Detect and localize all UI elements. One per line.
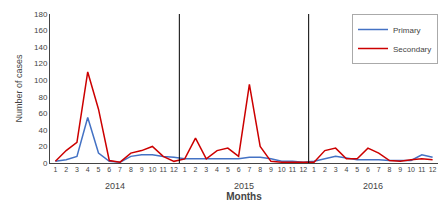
svg-text:12: 12 [170,166,178,173]
svg-text:11: 11 [289,166,296,173]
svg-text:5: 5 [355,166,359,173]
svg-text:4: 4 [215,166,219,173]
svg-text:120: 120 [34,59,48,68]
svg-text:1: 1 [312,166,316,173]
svg-text:9: 9 [398,166,402,173]
svg-text:7: 7 [247,166,251,173]
svg-text:5: 5 [97,166,101,173]
svg-text:60: 60 [38,109,47,118]
svg-text:7: 7 [377,166,381,173]
svg-text:180: 180 [34,10,48,19]
svg-text:3: 3 [75,166,79,173]
svg-text:6: 6 [237,166,241,173]
svg-text:Secondary: Secondary [393,45,431,54]
svg-text:9: 9 [140,166,144,173]
svg-text:2016: 2016 [363,181,383,191]
svg-text:0: 0 [43,159,48,168]
svg-text:40: 40 [38,126,47,135]
svg-text:8: 8 [129,166,133,173]
svg-text:2014: 2014 [105,181,125,191]
svg-text:4: 4 [86,166,90,173]
svg-text:11: 11 [160,166,167,173]
svg-text:Months: Months [226,191,262,202]
svg-text:1: 1 [53,166,57,173]
svg-text:2015: 2015 [234,181,254,191]
svg-text:9: 9 [269,166,273,173]
svg-text:1: 1 [183,166,187,173]
svg-text:80: 80 [38,93,47,102]
svg-text:Primary: Primary [393,26,421,35]
svg-text:6: 6 [366,166,370,173]
svg-text:100: 100 [34,76,48,85]
svg-text:2: 2 [194,166,198,173]
svg-text:Number of cases: Number of cases [14,54,24,123]
svg-text:10: 10 [148,166,156,173]
svg-text:5: 5 [226,166,230,173]
svg-text:3: 3 [204,166,208,173]
svg-text:10: 10 [278,166,286,173]
svg-text:12: 12 [299,166,307,173]
svg-text:11: 11 [418,166,425,173]
svg-text:160: 160 [34,26,48,35]
svg-text:140: 140 [34,43,48,52]
svg-text:2: 2 [64,166,68,173]
svg-text:12: 12 [429,166,437,173]
svg-text:4: 4 [344,166,348,173]
svg-text:8: 8 [258,166,262,173]
svg-text:20: 20 [38,142,47,151]
svg-text:6: 6 [107,166,111,173]
svg-text:3: 3 [334,166,338,173]
svg-text:10: 10 [407,166,415,173]
svg-text:8: 8 [388,166,392,173]
svg-text:7: 7 [118,166,122,173]
svg-text:2: 2 [323,166,327,173]
